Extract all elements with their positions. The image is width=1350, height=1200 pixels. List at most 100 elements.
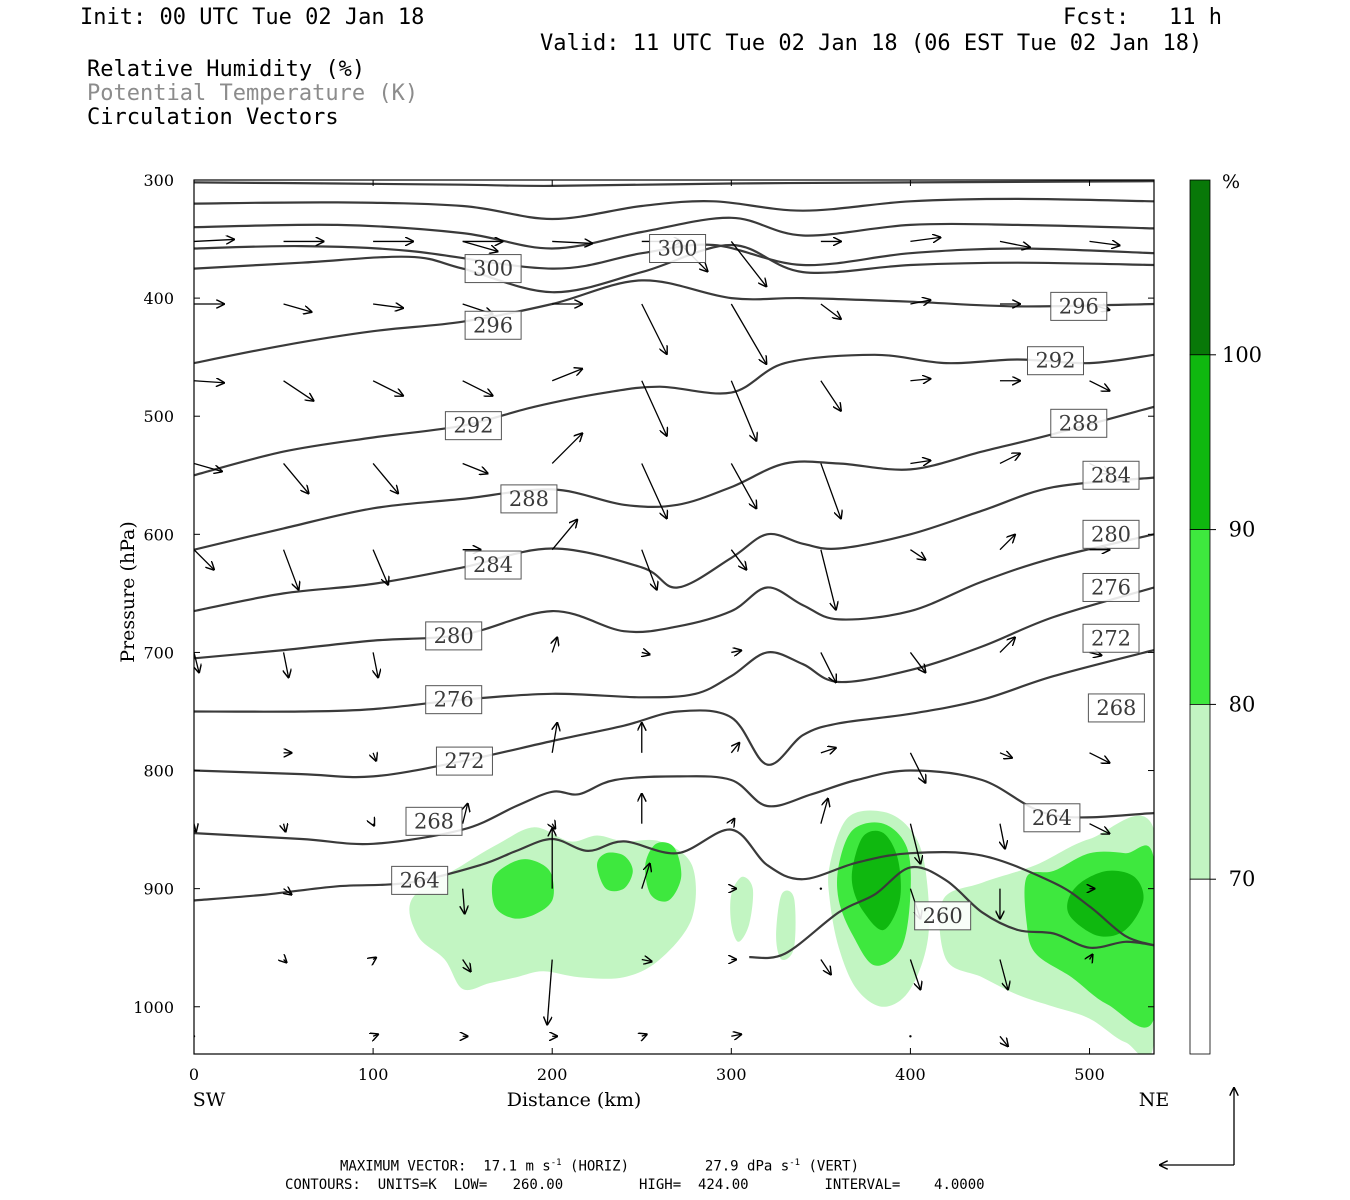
theta-label-box (649, 234, 707, 264)
circulation-vector (551, 369, 582, 382)
theta-label: 276 (1082, 572, 1140, 602)
circulation-vector (999, 535, 1015, 551)
theta-label-text: 272 (444, 749, 484, 773)
theta-contour-296 (194, 279, 1154, 365)
x-axis-title: Distance (km) (507, 1089, 642, 1111)
rh-shade-70 (776, 890, 796, 961)
max-vert-value: 27.9 dPa s (704, 1158, 790, 1175)
circulation-vector (552, 637, 557, 653)
theta-label: 300 (649, 234, 707, 264)
circulation-vector (283, 463, 309, 493)
theta-contour-288 (194, 405, 1154, 551)
theta-label-box (464, 310, 522, 340)
circulation-vector (1000, 823, 1005, 849)
theta-label-box (444, 411, 502, 441)
theta-contour-260 (749, 865, 1154, 960)
plot-frame (193, 179, 1155, 1055)
circulation-vector (731, 650, 741, 652)
sw-end-label: SW (193, 1089, 226, 1111)
colorbar-segment (1189, 179, 1211, 356)
circulation-vector (462, 462, 488, 473)
circulation-vector (462, 959, 471, 972)
colorbar-tick-label: 80 (1229, 692, 1256, 716)
theta-contour-292 (194, 353, 1154, 477)
theta-label: 292 (1026, 346, 1084, 376)
forecast-hour-label: Fcst: 11 h (1063, 5, 1222, 30)
circulation-vector (820, 799, 828, 824)
circulation-vector (552, 723, 557, 753)
circulation-vector (373, 652, 378, 677)
circulation-vector (372, 549, 388, 585)
theta-contour-268 (194, 769, 1154, 846)
circulation-vector (194, 652, 199, 672)
circulation-vector (283, 303, 312, 312)
rh-shade-80 (597, 852, 633, 892)
theta-label-text: 272 (1091, 626, 1131, 650)
theta-label-box (435, 746, 493, 776)
circulation-vector (373, 1034, 378, 1036)
theta-label-text: 284 (1091, 463, 1131, 487)
circulation-vector (820, 303, 841, 319)
theta-label-text: 268 (414, 809, 454, 833)
theta-label: 288 (500, 484, 558, 514)
circulation-vector (1090, 955, 1093, 960)
theta-label-text: 280 (1091, 522, 1131, 546)
theta-contour-304 (194, 216, 1154, 250)
theta-label: 272 (1082, 623, 1140, 653)
colorbar-segment (1189, 354, 1211, 530)
circulation-vector (373, 958, 376, 960)
theta-label-text: 264 (400, 868, 440, 892)
y-tick-label: 400 (143, 289, 174, 308)
x-tick-label: 100 (358, 1065, 389, 1084)
max-vert-tag: (VERT) (808, 1158, 860, 1175)
theta-label-box (425, 621, 483, 651)
theta-label-box (464, 550, 522, 580)
theta-contour-280 (194, 533, 1154, 660)
circulation-vector (284, 960, 287, 963)
circulation-vector (1089, 823, 1110, 834)
theta-label: 272 (435, 746, 493, 776)
circulation-vector (642, 1034, 647, 1036)
circulation-vector (372, 380, 403, 396)
max-vert-exponent: -1 (789, 1158, 801, 1168)
circulation-vector (820, 748, 836, 753)
circulation-vector (1089, 241, 1120, 245)
theta-label: 296 (1050, 291, 1108, 321)
theta-label-box (1082, 519, 1140, 549)
theta-label: 264 (1023, 803, 1081, 833)
theta-label-box (405, 806, 463, 836)
circulation-vector (641, 463, 667, 518)
max-vector-note: MAXIMUM VECTOR: 17.1 m s-1 (HORIZ) 27.9 … (340, 1158, 859, 1175)
circulation-vector (552, 241, 592, 243)
circulation-vector (194, 549, 214, 570)
theta-contour-300 (194, 243, 1154, 294)
circulation-vector (373, 753, 376, 761)
theta-label-box (914, 901, 972, 931)
circulation-vector (373, 824, 374, 826)
circulation-vector (820, 549, 836, 610)
circulation-vector (910, 237, 940, 241)
field-label-rh: Relative Humidity (%) (87, 57, 366, 82)
colorbar-tick-label: 70 (1229, 867, 1256, 891)
x-tick-label: 500 (1074, 1065, 1105, 1084)
theta-label: 292 (444, 411, 502, 441)
circulation-vector (999, 753, 1012, 758)
circulation-vector (909, 1035, 912, 1038)
circulation-vector (372, 463, 398, 493)
theta-label-box (1082, 623, 1140, 653)
y-tick-label: 600 (143, 525, 174, 544)
circulation-vector (910, 379, 930, 381)
circulation-vector (551, 433, 582, 464)
circulation-vector (999, 453, 1020, 465)
circulation-vector (999, 637, 1015, 653)
circulation-vector (910, 460, 930, 463)
max-horiz-tag: (HORIZ) (570, 1158, 630, 1175)
circulation-vector (373, 304, 403, 308)
theta-label-text: 300 (473, 257, 513, 281)
max-horiz-exponent: -1 (550, 1158, 562, 1168)
theta-label: 300 (464, 254, 522, 284)
x-tick-label: 300 (716, 1065, 747, 1084)
circulation-vector (909, 752, 925, 783)
max-horiz-value: 17.1 m s (483, 1158, 551, 1175)
